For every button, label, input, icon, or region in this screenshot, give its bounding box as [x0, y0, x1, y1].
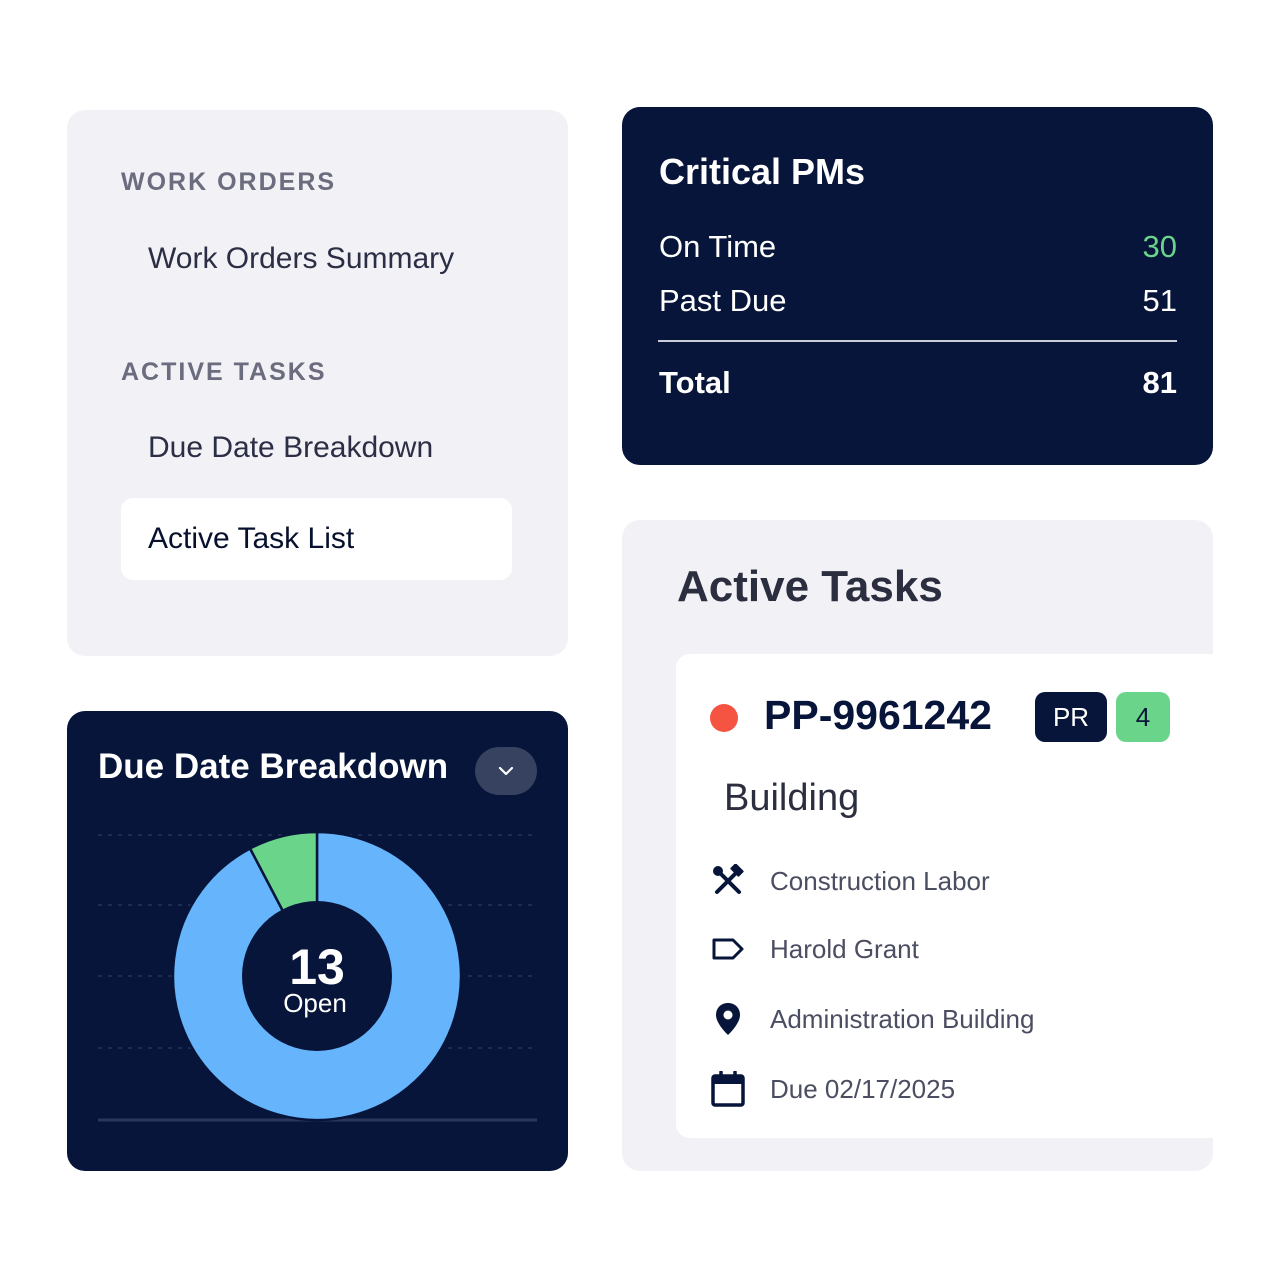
pm-row-label: On Time — [659, 229, 777, 264]
task-id: PP-9961242 — [764, 692, 992, 738]
pm-row-value: 51 — [1142, 283, 1177, 318]
task-detail-text: Construction Labor — [770, 865, 990, 896]
task-category: Building — [724, 777, 860, 819]
due-date-breakdown-card: 13 Open Due Date Breakdown — [67, 711, 568, 1171]
critical-pms-card: Critical PMs On Time 30 Past Due 51 Tota… — [622, 107, 1213, 465]
active-tasks-title: Active Tasks — [677, 562, 943, 611]
pm-row-past-due: Past Due 51 — [659, 283, 1177, 319]
due-date-dropdown-button[interactable] — [475, 747, 537, 795]
task-detail-text: Due 02/17/2025 — [770, 1073, 956, 1104]
task-card[interactable]: PP-9961242 PR 4 Building Construction La… — [676, 654, 1213, 1138]
due-date-title: Due Date Breakdown — [98, 747, 449, 786]
pm-row-on-time: On Time 30 — [659, 229, 1177, 265]
critical-pms-title: Critical PMs — [659, 151, 866, 192]
task-count-badge: 4 — [1116, 692, 1170, 742]
pm-row-value: 30 — [1142, 229, 1177, 264]
donut-hole — [242, 901, 392, 1051]
tag-icon — [710, 931, 746, 967]
task-detail-text: Administration Building — [770, 1003, 1035, 1034]
nav-item-active-task-list[interactable]: Active Task List — [121, 498, 512, 580]
task-detail-trade: Construction Labor — [710, 863, 990, 899]
pm-row-label: Past Due — [659, 283, 787, 318]
task-detail-text: Harold Grant — [770, 933, 919, 964]
pm-row-total: Total 81 — [659, 365, 1177, 401]
task-status-dot — [710, 704, 738, 732]
tools-icon — [710, 863, 746, 899]
calendar-icon — [710, 1071, 746, 1107]
location-pin-icon — [710, 1001, 746, 1037]
pm-total-label: Total — [659, 365, 731, 400]
chart-gridlines — [98, 834, 537, 1049]
nav-section-active-tasks: ACTIVE TASKS — [121, 358, 327, 386]
donut-center-label: Open — [283, 988, 347, 1018]
nav-item-work-orders-summary[interactable]: Work Orders Summary — [148, 242, 455, 275]
report-nav-panel: WORK ORDERS Work Orders Summary ACTIVE T… — [67, 110, 568, 656]
task-detail-due-date: Due 02/17/2025 — [710, 1071, 955, 1107]
task-type-badge: PR — [1035, 692, 1107, 742]
task-detail-location: Administration Building — [710, 1001, 1034, 1037]
nav-section-work-orders: WORK ORDERS — [121, 168, 337, 196]
donut-chart: 13 Open — [98, 830, 537, 1122]
donut-slice-0 — [171, 830, 463, 1122]
donut-center-value: 13 — [289, 939, 345, 995]
nav-item-due-date-breakdown[interactable]: Due Date Breakdown — [148, 431, 434, 464]
chevron-down-icon — [498, 766, 514, 776]
pm-divider — [658, 340, 1177, 342]
task-detail-assignee: Harold Grant — [710, 931, 919, 967]
pm-total-value: 81 — [1142, 365, 1177, 400]
